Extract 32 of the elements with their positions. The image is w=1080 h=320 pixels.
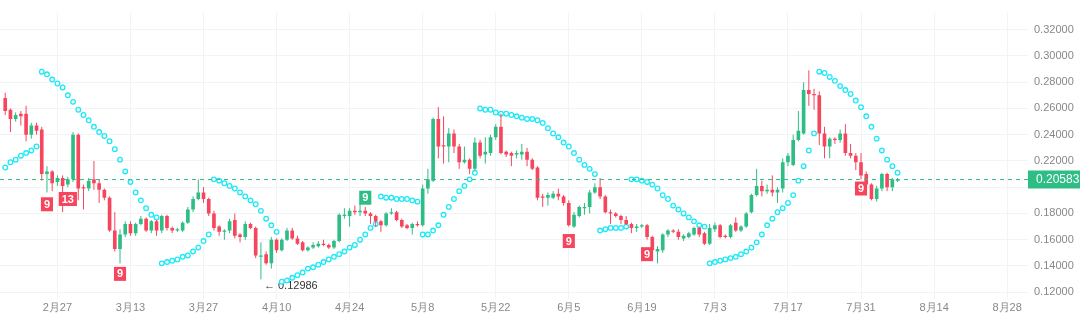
x-tick-label: 6月5 bbox=[557, 301, 581, 314]
x-tick-label: 5月22 bbox=[481, 301, 511, 314]
annotation: 9 bbox=[362, 191, 369, 204]
annotation: 9 bbox=[116, 267, 124, 280]
y-tick-label: 0.24000 bbox=[1034, 127, 1074, 140]
x-tick-label: 2月27 bbox=[42, 301, 73, 314]
x-tick-label: 8月14 bbox=[919, 301, 949, 314]
y-tick-label: 0.22000 bbox=[1034, 153, 1074, 166]
y-tick-label: 0.14000 bbox=[1034, 259, 1074, 272]
y-tick-label: 0.30000 bbox=[1034, 48, 1074, 61]
x-tick-label: 5月8 bbox=[411, 301, 435, 314]
x-tick-label: 7月3 bbox=[703, 301, 727, 314]
x-tick-label: 7月31 bbox=[846, 301, 876, 314]
y-tick-label: 0.16000 bbox=[1034, 232, 1074, 245]
y-tick-label: 0.32000 bbox=[1034, 22, 1074, 35]
y-tick-label: 0.28000 bbox=[1034, 75, 1074, 88]
x-tick-label: 4月24 bbox=[334, 301, 365, 314]
ref-line-label: 0.20583 bbox=[1036, 171, 1080, 186]
annotation: 9 bbox=[857, 182, 865, 195]
x-tick-label: 6月19 bbox=[627, 301, 657, 314]
x-tick-label: 7月17 bbox=[773, 301, 803, 314]
annotation: 9 bbox=[565, 234, 572, 247]
y-tick-label: 0.12000 bbox=[1034, 285, 1074, 298]
x-tick-label: 4月10 bbox=[261, 301, 292, 314]
annotation: 9 bbox=[43, 197, 51, 210]
x-tick-label: 8月28 bbox=[992, 301, 1022, 314]
y-tick-label: 0.26000 bbox=[1034, 101, 1074, 114]
y-tick-label: 0.18000 bbox=[1034, 206, 1074, 219]
annotation: 13 bbox=[61, 192, 74, 205]
annotation: 9 bbox=[644, 247, 651, 260]
x-tick-label: 3月27 bbox=[188, 301, 219, 314]
x-tick-label: 3月13 bbox=[115, 301, 146, 314]
